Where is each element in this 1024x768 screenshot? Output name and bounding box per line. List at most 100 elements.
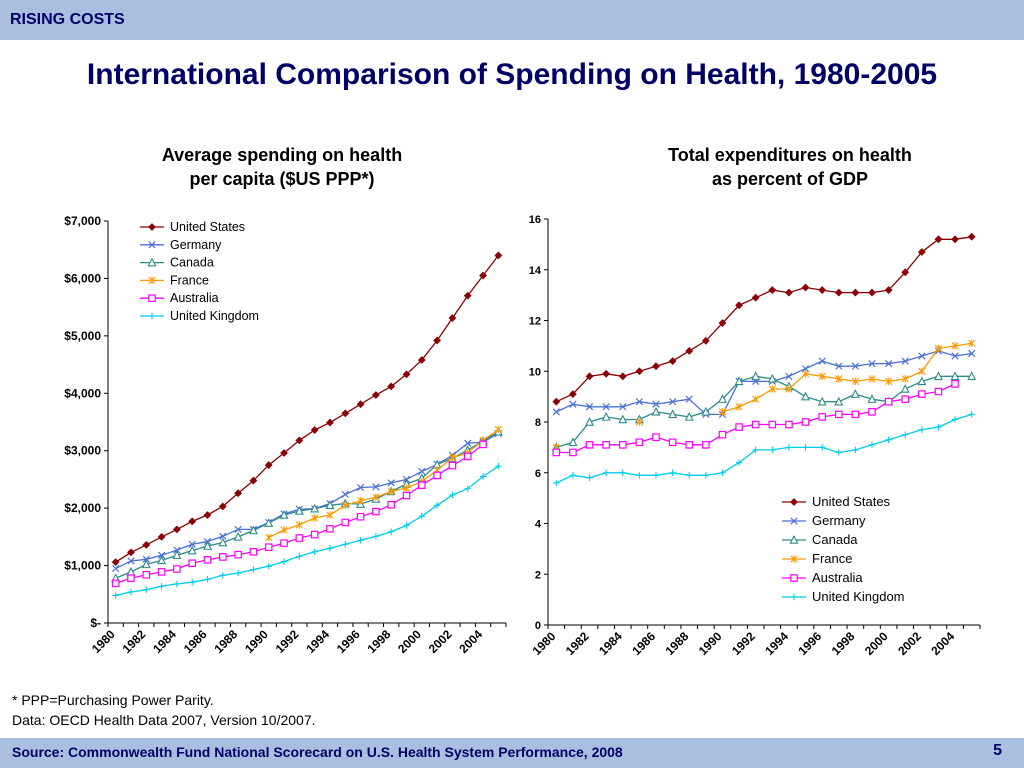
right-point-australia bbox=[618, 441, 627, 449]
right-line-canada bbox=[556, 375, 972, 449]
right-point-canada bbox=[917, 376, 927, 386]
left-point-australia bbox=[326, 525, 334, 533]
right-point-australia bbox=[718, 430, 727, 439]
right-point-united-kingdom bbox=[835, 449, 842, 456]
left-point-united-kingdom bbox=[311, 548, 318, 555]
right-point-germany bbox=[868, 360, 876, 368]
left-point-australia bbox=[418, 481, 426, 489]
right-point-germany bbox=[552, 408, 560, 416]
left-point-france bbox=[280, 526, 288, 534]
left-chart-title: Average spending on health per capita ($… bbox=[82, 143, 482, 191]
right-point-canada bbox=[867, 394, 877, 403]
left-point-united-kingdom bbox=[234, 569, 242, 577]
left-point-canada bbox=[294, 506, 304, 515]
right-point-france bbox=[785, 385, 793, 393]
left-point-australia bbox=[310, 530, 319, 539]
right-point-germany bbox=[851, 362, 860, 370]
right-point-united-kingdom bbox=[852, 446, 859, 454]
source-text: Source: Commonwealth Fund National Score… bbox=[12, 744, 623, 760]
right-legend-marker bbox=[790, 593, 798, 601]
right-point-france bbox=[752, 395, 760, 403]
left-point-united-kingdom bbox=[143, 586, 150, 593]
right-y-tick-label: 2 bbox=[535, 569, 541, 581]
left-point-united-states bbox=[218, 502, 227, 511]
right-point-united-kingdom bbox=[935, 423, 942, 431]
right-point-united-kingdom bbox=[686, 472, 693, 479]
left-point-canada bbox=[325, 500, 335, 510]
right-x-tick-label: 1984 bbox=[596, 629, 625, 658]
left-point-united-kingdom bbox=[296, 553, 303, 560]
right-point-france bbox=[918, 367, 926, 375]
left-point-australia bbox=[356, 512, 365, 521]
left-point-united-states bbox=[127, 548, 135, 557]
right-legend-label: Australia bbox=[812, 570, 863, 585]
right-point-france bbox=[868, 375, 876, 383]
left-point-united-states bbox=[234, 489, 243, 498]
right-point-australia bbox=[685, 441, 694, 449]
right-point-canada bbox=[734, 376, 744, 386]
left-y-tick-label: $4,000 bbox=[64, 386, 101, 400]
right-point-germany bbox=[569, 400, 577, 408]
left-point-australia bbox=[387, 500, 395, 509]
right-point-australia bbox=[602, 441, 610, 449]
right-point-australia bbox=[801, 418, 810, 426]
right-point-australia bbox=[652, 433, 660, 442]
right-x-tick-label: 2004 bbox=[928, 629, 957, 658]
right-point-united-states bbox=[901, 268, 910, 277]
left-point-united-kingdom bbox=[280, 558, 288, 565]
right-legend-marker bbox=[790, 498, 798, 506]
right-point-australia bbox=[569, 448, 577, 457]
right-point-united-kingdom bbox=[669, 469, 676, 476]
right-point-australia bbox=[785, 420, 793, 429]
right-point-france bbox=[851, 377, 859, 386]
left-point-united-states bbox=[402, 370, 411, 379]
left-point-australia bbox=[463, 452, 472, 461]
right-x-tick-label: 1992 bbox=[729, 629, 758, 658]
left-point-united-kingdom bbox=[188, 579, 196, 586]
left-y-tick-label: $3,000 bbox=[64, 444, 101, 458]
right-point-united-kingdom bbox=[769, 446, 776, 454]
left-y-tick-label: $7,000 bbox=[64, 214, 101, 228]
right-point-france bbox=[951, 342, 959, 350]
left-point-united-states bbox=[494, 251, 503, 260]
right-point-united-states bbox=[685, 347, 694, 355]
right-x-tick-label: 1990 bbox=[696, 629, 725, 658]
right-x-tick-label: 2002 bbox=[895, 629, 924, 658]
right-point-united-states bbox=[951, 235, 959, 244]
left-point-united-states bbox=[463, 291, 472, 300]
left-point-united-states bbox=[387, 382, 396, 391]
left-point-france bbox=[341, 501, 349, 509]
right-x-tick-label: 1998 bbox=[829, 629, 858, 658]
left-point-france bbox=[402, 484, 411, 492]
left-point-germany bbox=[341, 490, 349, 498]
right-x-tick-label: 1982 bbox=[563, 629, 592, 658]
left-point-france bbox=[326, 511, 334, 519]
right-point-france bbox=[885, 377, 893, 386]
right-point-canada bbox=[834, 396, 844, 406]
left-point-canada bbox=[264, 518, 274, 527]
left-series-united-states bbox=[111, 251, 503, 567]
left-point-france bbox=[387, 487, 395, 496]
right-legend-label: Canada bbox=[812, 532, 858, 547]
left-point-canada bbox=[157, 555, 167, 565]
right-line-france bbox=[722, 342, 972, 413]
left-point-australia bbox=[111, 579, 120, 588]
right-point-france bbox=[968, 339, 976, 348]
right-point-germany bbox=[901, 357, 909, 365]
left-point-canada bbox=[141, 559, 151, 569]
left-point-germany bbox=[219, 532, 227, 540]
right-legend-marker bbox=[790, 517, 798, 525]
left-point-germany bbox=[234, 525, 242, 534]
right-point-france bbox=[735, 403, 743, 411]
left-legend-marker bbox=[148, 241, 156, 249]
left-point-france bbox=[356, 496, 365, 505]
right-point-australia bbox=[834, 410, 843, 419]
right-point-germany bbox=[884, 360, 893, 368]
right-point-germany bbox=[968, 349, 976, 358]
left-point-france bbox=[295, 521, 303, 529]
left-series-canada bbox=[111, 426, 503, 582]
right-point-france bbox=[934, 344, 943, 353]
left-point-united-kingdom bbox=[357, 537, 364, 544]
right-point-germany bbox=[652, 400, 660, 408]
